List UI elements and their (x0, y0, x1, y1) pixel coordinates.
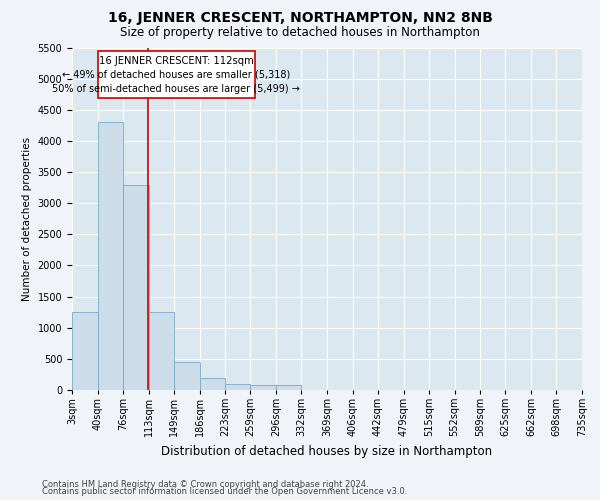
Text: 16 JENNER CRESCENT: 112sqm: 16 JENNER CRESCENT: 112sqm (99, 56, 254, 66)
Text: 16, JENNER CRESCENT, NORTHAMPTON, NN2 8NB: 16, JENNER CRESCENT, NORTHAMPTON, NN2 8N… (107, 11, 493, 25)
Bar (123, 184, 149, 390)
Bar (98, 50, 254, 98)
Text: 50% of semi-detached houses are larger (5,499) →: 50% of semi-detached houses are larger (… (52, 84, 300, 94)
Bar (98, 122, 123, 390)
Text: Size of property relative to detached houses in Northampton: Size of property relative to detached ho… (120, 26, 480, 39)
Bar (72, 312, 98, 390)
Bar (174, 362, 199, 390)
Text: Contains HM Land Registry data © Crown copyright and database right 2024.: Contains HM Land Registry data © Crown c… (42, 480, 368, 489)
Bar (199, 378, 225, 390)
Text: Contains public sector information licensed under the Open Government Licence v3: Contains public sector information licen… (42, 488, 407, 496)
X-axis label: Distribution of detached houses by size in Northampton: Distribution of detached houses by size … (161, 445, 493, 458)
Bar (225, 384, 250, 390)
Y-axis label: Number of detached properties: Number of detached properties (22, 136, 32, 301)
Bar (276, 386, 301, 390)
Bar (149, 312, 174, 390)
Text: ← 49% of detached houses are smaller (5,318): ← 49% of detached houses are smaller (5,… (62, 70, 290, 80)
Bar (250, 386, 276, 390)
